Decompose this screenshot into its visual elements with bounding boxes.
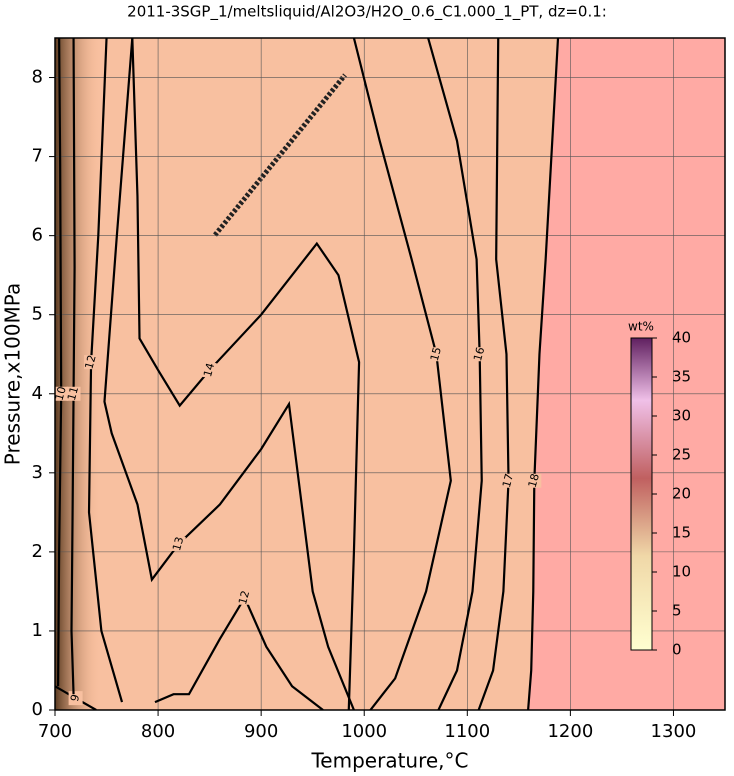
colorbar-tick-label: 0: [672, 641, 682, 659]
contour-label-bg: [429, 347, 444, 362]
chart-title: 2011-3SGP_1/meltsliquid/Al2O3/H2O_0.6_C1…: [127, 3, 607, 22]
contour-label: 12: [83, 354, 99, 371]
contour-label-bg: [66, 386, 81, 401]
contour-label: 11: [65, 385, 81, 402]
contour-label-bg: [527, 473, 542, 488]
contour-label-bg: [55, 386, 69, 401]
contour-label-bg: [84, 355, 99, 370]
colorbar: [630, 337, 653, 651]
colorbar-title: wt%: [628, 320, 654, 334]
y-tick-label: 3: [32, 462, 43, 483]
y-tick-label: 2: [32, 541, 43, 562]
x-axis-label: Temperature,°C: [310, 749, 468, 773]
contour-line: [352, 38, 452, 710]
contour-label: 9: [68, 693, 82, 703]
y-tick-label: 5: [32, 304, 43, 325]
x-tick-label: 800: [141, 721, 175, 742]
contour-line: [87, 38, 124, 703]
contour-label: 15: [428, 346, 444, 363]
contour-label: 14: [201, 361, 217, 378]
contour-label-bg: [472, 347, 487, 362]
y-tick-label: 0: [32, 699, 43, 720]
contour-line: [154, 595, 324, 710]
contour-label: 12: [236, 589, 252, 606]
contour-label-bg: [68, 691, 83, 706]
x-tick-label: 1300: [651, 721, 697, 742]
colorbar-tick-label: 40: [672, 329, 691, 347]
contour-label: 10: [53, 385, 69, 402]
x-tick-label: 1200: [547, 721, 593, 742]
plot-frame: [54, 37, 726, 711]
contour-line: [427, 38, 483, 710]
x-tick-label: 900: [244, 721, 278, 742]
contour-label: 16: [471, 346, 487, 363]
colorbar-tick-label: 30: [672, 407, 691, 425]
contour-label: 18: [526, 472, 542, 489]
colorbar-tick-label: 35: [672, 368, 691, 386]
colorbar-tick-label: 20: [672, 485, 691, 503]
colorbar-tick-label: 5: [672, 602, 682, 620]
y-tick-label: 7: [32, 146, 43, 167]
contour-label-bg: [171, 536, 186, 551]
y-tick-label: 8: [32, 67, 43, 88]
background-low: [55, 38, 559, 710]
x-tick-label: 1100: [444, 721, 490, 742]
y-axis-label: Pressure,x100MPa: [1, 283, 25, 465]
label-cluster: [213, 73, 347, 237]
contour-label: 13: [170, 535, 186, 552]
contour-line: [70, 38, 76, 695]
x-tick-label: 1000: [341, 721, 387, 742]
contour-label: 17: [500, 472, 516, 489]
x-tick-label: 700: [38, 721, 72, 742]
colorbar-tick-label: 10: [672, 563, 691, 581]
y-tick-label: 4: [32, 383, 43, 404]
contour-label-bg: [501, 473, 516, 488]
contour-label-bg: [237, 590, 252, 605]
contour-label-bg: [202, 363, 217, 378]
y-tick-label: 1: [32, 620, 43, 641]
contour-line: [131, 38, 361, 710]
background-edge: [55, 38, 100, 710]
colorbar-tick-label: 25: [672, 446, 691, 464]
y-tick-label: 6: [32, 225, 43, 246]
colorbar-tick-label: 15: [672, 524, 691, 542]
